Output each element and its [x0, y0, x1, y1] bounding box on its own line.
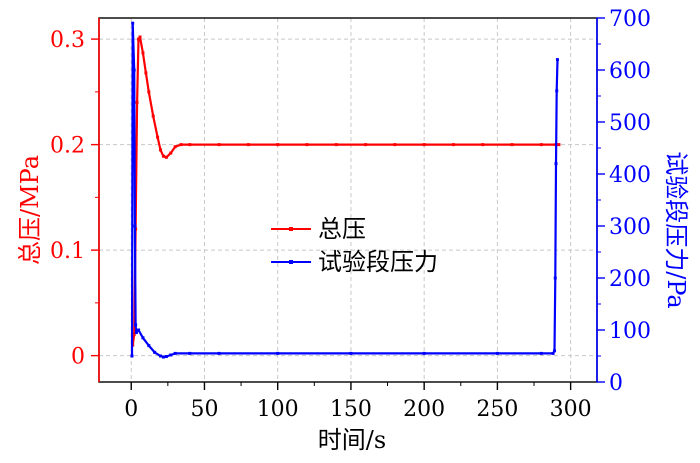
data-point-1 [551, 351, 555, 355]
data-point-0 [141, 51, 145, 55]
data-point-1 [132, 68, 136, 72]
data-point-0 [159, 148, 163, 152]
data-point-1 [276, 351, 280, 355]
data-point-1 [555, 89, 559, 93]
data-point-0 [147, 90, 151, 94]
data-point-0 [156, 135, 160, 139]
data-point-1 [188, 351, 192, 355]
y-right-tick-label: 0 [609, 371, 623, 396]
legend-marker-test-section-pressure [289, 260, 293, 264]
x-axis-title: 时间/s [318, 426, 386, 454]
data-point-0 [169, 151, 173, 155]
y-left-tick-label: 0.1 [50, 239, 85, 264]
data-point-1 [161, 355, 165, 359]
y-left-tick-label: 0 [71, 345, 85, 370]
x-tick-label: 50 [190, 397, 218, 422]
x-tick-label: 150 [330, 397, 372, 422]
data-point-0 [510, 143, 514, 147]
data-point-0 [137, 37, 141, 41]
series-layer [130, 21, 561, 359]
data-point-1 [153, 350, 157, 354]
data-point-0 [481, 143, 485, 147]
data-point-1 [131, 21, 135, 25]
data-point-1 [141, 336, 145, 340]
data-point-0 [164, 155, 168, 159]
data-point-1 [137, 328, 141, 332]
data-point-0 [135, 100, 139, 104]
x-tick-label: 100 [257, 397, 299, 422]
plot-frame [98, 17, 598, 383]
y-left-ticks: 0 0.1 0.2 0.3 [50, 28, 99, 370]
data-point-1 [553, 276, 557, 280]
y-right-tick-label: 100 [609, 319, 651, 344]
data-point-0 [161, 154, 165, 158]
series-line-0 [131, 35, 559, 346]
y-right-tick-label: 600 [609, 59, 651, 84]
data-point-0 [217, 143, 221, 147]
x-tick-label: 0 [124, 397, 138, 422]
data-point-0 [393, 143, 397, 147]
data-point-0 [138, 35, 142, 39]
data-point-1 [554, 162, 558, 166]
data-point-1 [134, 323, 138, 327]
data-point-1 [553, 349, 557, 353]
data-point-0 [364, 143, 368, 147]
y-right-axis-title: 试验段压力/Pa [662, 151, 690, 308]
data-point-0 [246, 143, 250, 147]
grid [99, 18, 597, 382]
data-point-1 [539, 351, 543, 355]
legend-label-test-section-pressure: 试验段压力 [318, 248, 438, 276]
axis-lines [98, 18, 598, 382]
y-right-ticks: 0 100 200 300 400 500 600 700 [597, 7, 651, 396]
data-point-1 [133, 224, 137, 228]
data-point-1 [169, 353, 173, 357]
x-tick-label: 300 [550, 397, 592, 422]
data-point-0 [276, 143, 280, 147]
y-left-tick-label: 0.2 [50, 134, 85, 159]
data-point-0 [539, 143, 543, 147]
data-point-1 [217, 351, 221, 355]
data-point-0 [334, 143, 338, 147]
data-point-0 [305, 143, 309, 147]
legend-marker-total-pressure [289, 227, 293, 231]
data-point-0 [132, 333, 136, 337]
data-point-0 [179, 143, 183, 147]
data-point-1 [159, 354, 163, 358]
data-point-1 [422, 351, 426, 355]
data-point-0 [188, 143, 192, 147]
x-ticks: 0 50 100 150 200 250 300 [124, 382, 592, 422]
data-point-1 [147, 344, 151, 348]
y-right-tick-label: 200 [609, 267, 651, 292]
data-point-1 [130, 354, 134, 358]
y-left-axis-title: 总压/MPa [16, 155, 44, 265]
legend: 总压 试验段压力 [271, 215, 438, 276]
data-point-1 [173, 351, 177, 355]
data-point-0 [451, 143, 455, 147]
data-point-1 [555, 58, 559, 62]
x-tick-label: 250 [476, 397, 518, 422]
data-point-0 [422, 143, 426, 147]
data-point-0 [173, 145, 177, 149]
x-tick-label: 200 [403, 397, 445, 422]
y-right-tick-label: 300 [609, 215, 651, 240]
y-right-tick-label: 700 [609, 7, 651, 32]
data-point-0 [144, 71, 148, 75]
y-left-tick-label: 0.3 [50, 28, 85, 53]
data-point-1 [134, 331, 138, 335]
legend-label-total-pressure: 总压 [318, 215, 366, 243]
data-point-0 [151, 114, 155, 118]
data-point-1 [349, 351, 353, 355]
data-point-1 [495, 351, 499, 355]
data-point-0 [557, 143, 561, 147]
y-right-tick-label: 500 [609, 111, 651, 136]
data-point-1 [164, 355, 168, 359]
y-right-tick-label: 400 [609, 163, 651, 188]
series-line-1 [130, 22, 559, 359]
